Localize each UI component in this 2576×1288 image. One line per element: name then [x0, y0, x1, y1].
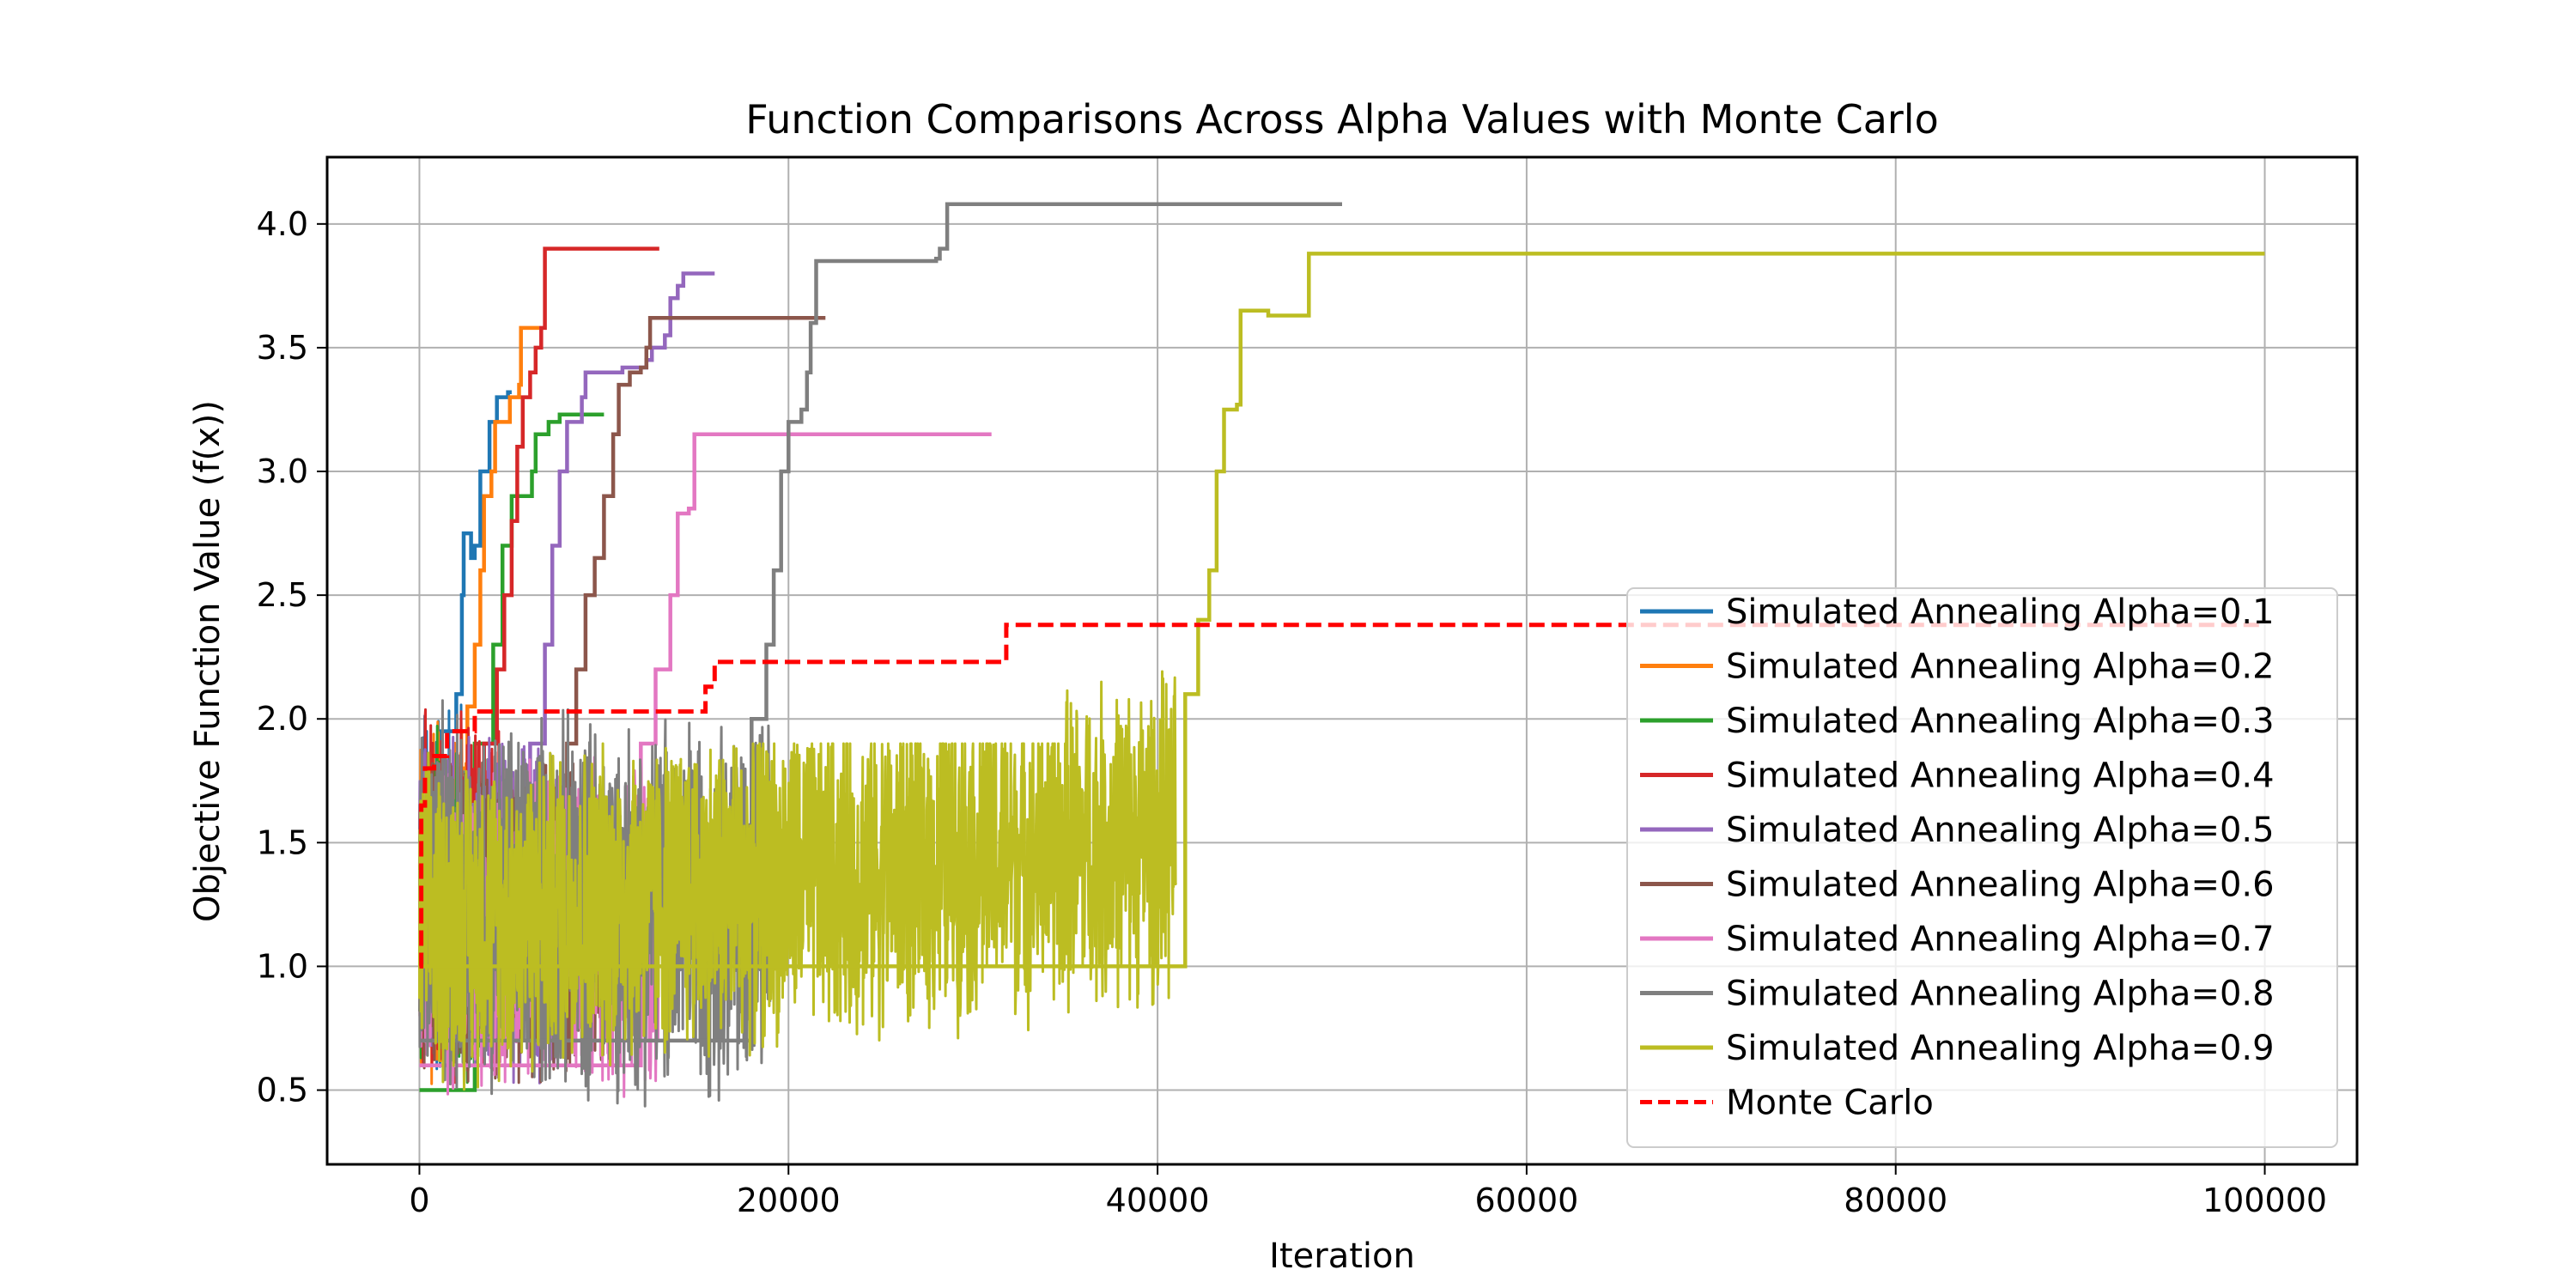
y-tick-label: 2.5 [257, 576, 308, 614]
series-line [419, 325, 540, 993]
x-tick-label: 60000 [1474, 1182, 1578, 1219]
x-axis: 0 20000 40000 60000 80000 100000 [409, 1164, 2327, 1219]
legend-label: Simulated Annealing Alpha=0.1 [1726, 592, 2275, 632]
series-line [419, 252, 2265, 969]
x-tick-label: 80000 [1844, 1182, 1947, 1219]
series-line [419, 316, 826, 1018]
legend-label: Simulated Annealing Alpha=0.8 [1726, 975, 2275, 1014]
y-axis-title: Objective Function Value (f(x)) [188, 400, 228, 922]
series-line [419, 202, 1342, 1043]
y-tick-label: 1.0 [257, 947, 308, 985]
legend-label: Simulated Annealing Alpha=0.7 [1726, 920, 2275, 959]
chart-title: Function Comparisons Across Alpha Values… [745, 96, 1938, 143]
x-tick-label: 40000 [1106, 1182, 1210, 1219]
legend-label: Simulated Annealing Alpha=0.4 [1726, 756, 2275, 796]
legend-label: Simulated Annealing Alpha=0.3 [1726, 702, 2275, 741]
series-simulated-annealing-alpha-0-9 [418, 252, 2265, 1091]
y-tick-label: 0.5 [257, 1072, 308, 1109]
series-monte-carlo [419, 623, 2265, 969]
y-tick-label: 1.5 [257, 823, 308, 861]
series-line [419, 246, 659, 993]
legend: Simulated Annealing Alpha=0.1 Simulated A… [1626, 587, 2338, 1148]
x-axis-title: Iteration [1269, 1236, 1415, 1276]
y-tick-label: 4.0 [257, 205, 308, 243]
legend-label: Simulated Annealing Alpha=0.6 [1726, 866, 2275, 905]
x-tick-label: 0 [409, 1182, 429, 1219]
series-line [419, 271, 715, 1018]
x-tick-label: 100000 [2202, 1182, 2327, 1219]
series-layer [418, 202, 2265, 1108]
series-line [419, 432, 992, 1067]
series-line [419, 623, 2265, 969]
legend-label: Simulated Annealing Alpha=0.9 [1726, 1029, 2275, 1068]
plot-frame [325, 155, 2359, 1166]
y-tick-label: 3.0 [257, 453, 308, 490]
y-axis: 0.5 1.0 1.5 2.0 2.5 3.0 3.5 4.0 [257, 205, 327, 1109]
legend-box [1626, 587, 2338, 1148]
legend-label: Simulated Annealing Alpha=0.2 [1726, 647, 2275, 687]
y-tick-label: 2.0 [257, 700, 308, 738]
legend-label: Simulated Annealing Alpha=0.5 [1726, 811, 2275, 850]
x-tick-label: 20000 [737, 1182, 841, 1219]
legend-label: Monte Carlo [1726, 1084, 1934, 1123]
series-trace-explore [418, 670, 1177, 1091]
y-tick-label: 3.5 [257, 329, 308, 367]
